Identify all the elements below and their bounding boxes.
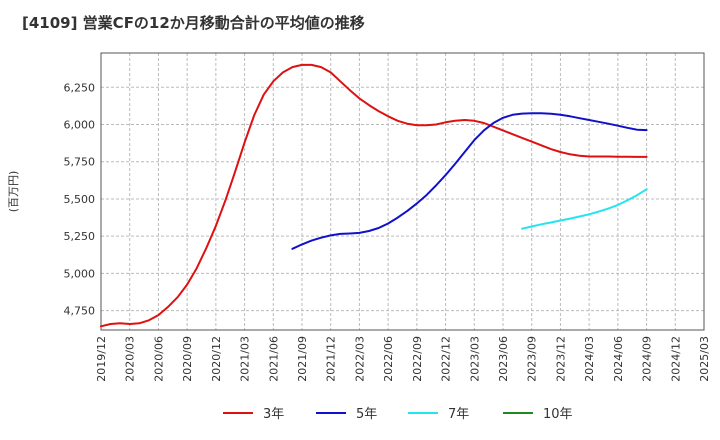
x-tick-label: 2024/06 xyxy=(612,336,625,382)
x-tick-label: 2022/03 xyxy=(353,336,366,382)
x-tick-label: 2023/09 xyxy=(526,336,539,382)
plot-frame xyxy=(100,52,705,331)
y-tick-label: 5,250 xyxy=(64,230,96,243)
legend-label: 5年 xyxy=(356,407,377,422)
legend-label: 7年 xyxy=(448,407,469,422)
x-tick-label: 2024/03 xyxy=(583,336,596,382)
x-tick-label: 2023/06 xyxy=(497,336,510,382)
x-tick-label: 2022/09 xyxy=(411,336,424,382)
y-tick-label: 5,750 xyxy=(64,156,96,169)
x-tick-label: 2023/03 xyxy=(468,336,481,382)
x-tick-label: 2021/06 xyxy=(267,336,280,382)
y-axis-ticks: 4,750 5,000 5,250 5,500 5,750 6,000 6,250 xyxy=(64,81,96,317)
x-tick-label: 2021/09 xyxy=(296,336,309,382)
x-tick-label: 2023/12 xyxy=(554,336,567,382)
x-tick-label: 2020/09 xyxy=(181,336,194,382)
x-tick-label: 2024/09 xyxy=(641,336,654,382)
chart-title: [4109] 営業CFの12か月移動合計の平均値の推移 xyxy=(22,14,365,32)
y-tick-label: 6,250 xyxy=(64,81,96,94)
y-axis-label: (百万円) xyxy=(7,171,20,213)
x-tick-label: 2024/12 xyxy=(669,336,682,382)
x-tick-label: 2020/06 xyxy=(152,336,165,382)
series-line-5年 xyxy=(291,112,648,250)
gridlines xyxy=(100,53,705,330)
x-tick-label: 2020/12 xyxy=(210,336,223,382)
series-lines xyxy=(100,63,648,328)
series-line-3年 xyxy=(100,63,648,328)
x-tick-label: 2020/03 xyxy=(124,336,137,382)
x-tick-label: 2021/12 xyxy=(325,336,338,382)
x-tick-label: 2019/12 xyxy=(95,336,108,382)
legend-label: 3年 xyxy=(263,407,284,422)
y-tick-label: 6,000 xyxy=(64,118,96,131)
x-tick-label: 2022/12 xyxy=(440,336,453,382)
x-tick-label: 2025/03 xyxy=(698,336,711,382)
x-axis-ticks: 2019/12 2020/03 2020/06 2020/09 2020/12 2021/… xyxy=(95,336,711,382)
y-tick-label: 4,750 xyxy=(64,305,96,318)
legend-label: 10年 xyxy=(543,407,573,422)
legend: 3年 5年 7年 10年 xyxy=(223,407,573,422)
y-tick-label: 5,500 xyxy=(64,193,96,206)
series-line-7年 xyxy=(521,188,648,230)
y-tick-label: 5,000 xyxy=(64,267,96,280)
x-tick-label: 2021/03 xyxy=(239,336,252,382)
x-tick-label: 2022/06 xyxy=(382,336,395,382)
